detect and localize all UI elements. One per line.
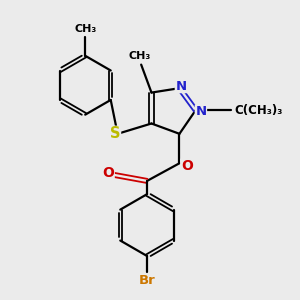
Text: S: S — [110, 126, 121, 141]
Text: Br: Br — [139, 274, 155, 286]
Text: O: O — [181, 159, 193, 173]
Text: C(CH₃)₃: C(CH₃)₃ — [234, 104, 282, 117]
Text: N: N — [176, 80, 187, 93]
Text: O: O — [102, 166, 114, 180]
Text: CH₃: CH₃ — [74, 24, 96, 34]
Text: N: N — [195, 105, 206, 118]
Text: CH₃: CH₃ — [129, 51, 151, 62]
